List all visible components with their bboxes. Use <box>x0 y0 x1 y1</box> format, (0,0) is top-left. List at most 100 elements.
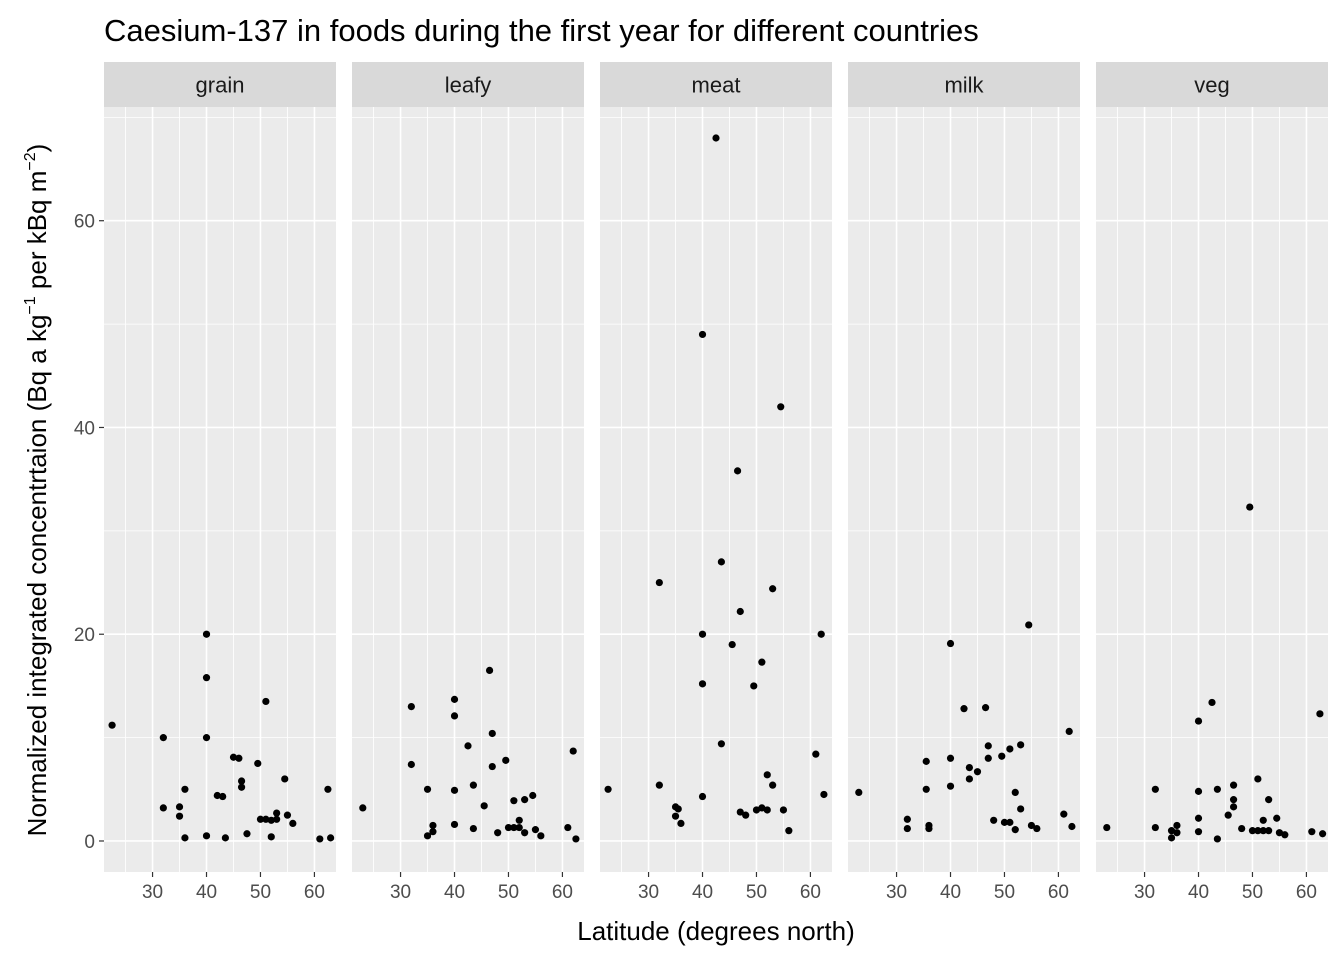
x-tick-label: 30 <box>638 882 659 903</box>
data-point <box>785 827 793 835</box>
x-tick-label: 50 <box>1242 882 1263 903</box>
data-point <box>925 824 933 833</box>
data-point <box>1213 835 1221 843</box>
data-point <box>698 792 707 801</box>
y-tick-label: 40 <box>74 418 95 439</box>
data-point <box>984 754 992 762</box>
data-point <box>946 754 955 762</box>
data-point <box>1281 831 1289 839</box>
data-point <box>1229 796 1238 804</box>
data-point <box>655 578 663 587</box>
data-point <box>1173 821 1181 830</box>
data-point <box>175 812 184 820</box>
data-point <box>221 834 229 842</box>
data-point <box>1265 796 1273 804</box>
data-point <box>450 786 459 794</box>
data-point <box>108 721 116 729</box>
data-point <box>752 806 761 814</box>
data-point <box>946 782 955 790</box>
data-point <box>817 630 825 638</box>
data-point <box>429 821 437 830</box>
x-tick-label: 40 <box>940 882 961 903</box>
data-point <box>1319 830 1327 838</box>
data-point <box>960 705 968 713</box>
data-point <box>267 816 275 824</box>
data-point <box>758 658 766 666</box>
data-point <box>1167 827 1176 835</box>
data-point <box>510 797 518 805</box>
data-point <box>564 823 572 832</box>
data-point <box>1006 818 1014 826</box>
data-point <box>903 824 911 833</box>
data-point <box>1275 829 1284 837</box>
data-point <box>504 823 513 832</box>
data-point <box>604 785 612 793</box>
data-point <box>712 134 720 142</box>
x-axis-title: Latitude (degrees north) <box>577 916 855 946</box>
data-point <box>488 729 496 738</box>
data-point <box>984 742 992 750</box>
data-point <box>1265 827 1273 835</box>
data-point <box>922 785 930 793</box>
data-point <box>973 768 982 776</box>
data-point <box>494 829 502 837</box>
x-tick-label: 60 <box>1296 882 1317 903</box>
data-point <box>515 823 523 832</box>
data-point <box>1213 785 1221 793</box>
data-point <box>1194 828 1203 836</box>
data-point <box>1173 829 1181 837</box>
data-point <box>671 812 680 820</box>
y-axis-title: Normalized integrated concentrtaion (Bq … <box>22 144 52 837</box>
y-tick-label: 60 <box>74 212 95 233</box>
data-point <box>175 803 184 811</box>
data-point <box>324 785 332 793</box>
data-point <box>1259 816 1267 824</box>
panel-background <box>848 107 1080 872</box>
data-point <box>316 835 324 843</box>
data-point <box>485 666 494 675</box>
x-tick-label: 50 <box>994 882 1015 903</box>
data-point <box>1259 827 1267 835</box>
data-point <box>779 806 788 814</box>
data-point <box>289 819 297 828</box>
data-point <box>488 762 496 771</box>
data-point <box>450 712 459 720</box>
data-point <box>1194 717 1203 725</box>
data-point <box>450 695 459 703</box>
data-point <box>502 756 510 764</box>
chart-title: Caesium-137 in foods during the first ye… <box>104 13 979 48</box>
data-point <box>521 829 529 837</box>
x-tick-label: 50 <box>746 882 767 903</box>
data-point <box>1017 741 1025 749</box>
data-point <box>763 771 771 779</box>
facet-panel-meat: meat 30 40 50 60 <box>600 62 832 903</box>
data-point <box>1006 745 1014 753</box>
data-point <box>464 742 472 750</box>
x-tick-label: 60 <box>800 882 821 903</box>
facet-strip-label: leafy <box>445 73 491 98</box>
data-point <box>1308 828 1316 836</box>
data-point <box>237 783 246 791</box>
data-point <box>359 804 367 812</box>
data-point <box>229 753 238 761</box>
panel-background <box>600 107 832 872</box>
data-point <box>281 775 289 783</box>
data-point <box>855 788 863 796</box>
data-point <box>1229 803 1238 811</box>
x-tick-label: 40 <box>196 882 217 903</box>
data-point <box>429 828 437 836</box>
data-point <box>763 806 771 814</box>
data-point <box>243 830 251 838</box>
data-point <box>655 781 663 789</box>
data-point <box>213 791 221 800</box>
data-point <box>202 674 211 682</box>
data-point <box>769 585 777 593</box>
data-point <box>1194 814 1203 822</box>
data-point <box>946 639 955 648</box>
data-point <box>159 734 167 742</box>
data-point <box>903 815 911 823</box>
y-tick-label: 0 <box>84 832 95 853</box>
data-point <box>1011 826 1019 834</box>
data-point <box>273 815 281 823</box>
facet-strip-label: milk <box>944 73 984 98</box>
